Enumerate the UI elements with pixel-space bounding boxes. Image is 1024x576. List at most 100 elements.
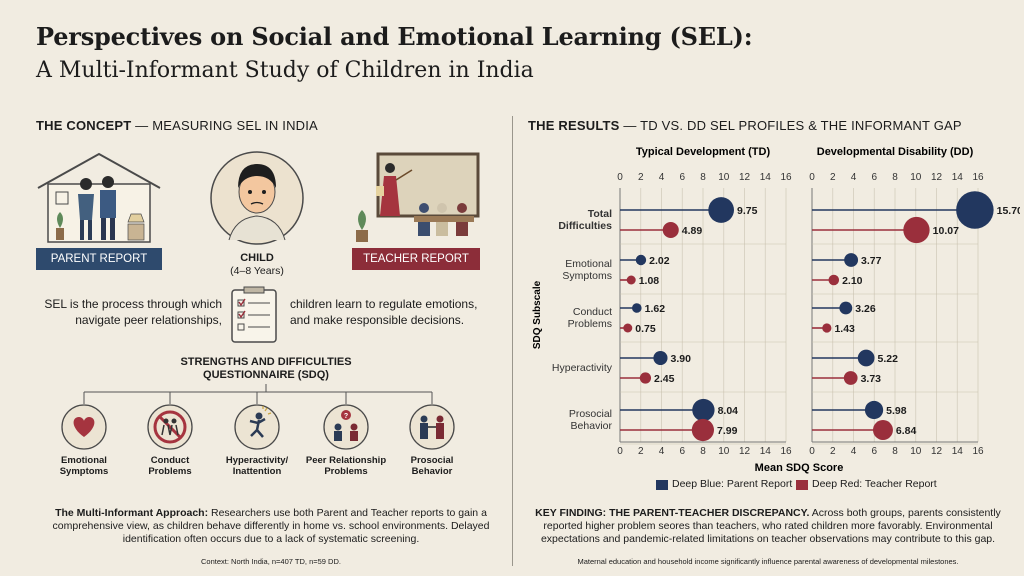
x-tick-label-top: 12 (931, 172, 943, 183)
x-tick-label-top: 6 (679, 172, 685, 183)
multi-informant-approach: The Multi-Informant Approach: Researcher… (52, 507, 490, 545)
data-label: 10.07 (933, 225, 959, 237)
x-tick-label-bottom: 4 (851, 446, 857, 457)
data-label: 9.75 (737, 205, 758, 217)
lollipop-point (708, 197, 735, 223)
sdq-connector-lines (83, 384, 433, 404)
x-tick-label-bottom: 10 (718, 446, 730, 457)
x-tick-label-bottom: 0 (617, 446, 623, 457)
peers-question-icon: ? (323, 404, 369, 450)
category-label: Total (588, 208, 612, 220)
x-tick-label-bottom: 4 (659, 446, 665, 457)
x-tick-label-bottom: 8 (892, 446, 898, 457)
x-tick-label-top: 2 (638, 172, 644, 183)
x-tick-label-top: 14 (760, 172, 772, 183)
teacher-report-label: TEACHER REPORT (352, 248, 480, 270)
lollipop-point (872, 420, 893, 440)
data-label: 1.43 (834, 323, 855, 335)
lollipop-point (632, 303, 642, 313)
lollipop-point (639, 372, 652, 384)
data-label: 5.22 (878, 353, 899, 365)
subscale-prosocial-label: Prosocial Behavior (410, 455, 454, 477)
results-footnote: Maternal education and household income … (577, 557, 959, 566)
lollipop-point (822, 323, 832, 333)
data-label: 1.62 (645, 303, 666, 315)
x-tick-label-top: 4 (659, 172, 665, 183)
concept-heading: THE CONCEPT — MEASURING SEL IN INDIA (36, 118, 318, 133)
lollipop-point (653, 350, 668, 366)
lollipop-point (692, 398, 715, 422)
page-title: Perspectives on Social and Emotional Lea… (36, 22, 753, 51)
data-label: 2.10 (842, 275, 863, 287)
data-label: 8.04 (718, 405, 739, 417)
x-tick-label-bottom: 16 (780, 446, 792, 457)
data-label: 3.73 (861, 373, 882, 385)
x-tick-label-top: 12 (739, 172, 751, 183)
child-label: CHILD (240, 252, 274, 264)
x-axis-title: Mean SDQ Score (755, 462, 844, 474)
classroom-teacher-icon (356, 152, 480, 242)
x-tick-label-top: 14 (952, 172, 964, 183)
data-label: 4.89 (682, 225, 703, 237)
x-tick-label-top: 8 (892, 172, 898, 183)
category-label: Emotional (565, 258, 612, 270)
page-subtitle: A Multi-Informant Study of Children in I… (36, 58, 534, 83)
x-tick-label-bottom: 16 (972, 446, 984, 457)
home-parents-icon (37, 152, 161, 243)
parent-report-label: PARENT REPORT (36, 248, 162, 270)
lollipop-point (903, 216, 930, 244)
data-label: 1.08 (639, 275, 660, 287)
lollipop-point (844, 253, 859, 267)
results-heading: THE RESULTS — TD VS. DD SEL PROFILES & T… (528, 118, 962, 133)
subscale-conduct-label: Conduct Problems (148, 455, 192, 477)
y-axis-title: SDQ Subscale (532, 280, 543, 349)
data-label: 7.99 (717, 425, 738, 437)
data-label: 2.45 (654, 373, 675, 385)
x-tick-label-bottom: 2 (638, 446, 644, 457)
lollipop-point (828, 274, 840, 286)
x-tick-label-bottom: 6 (679, 446, 685, 457)
lollipop-point (864, 400, 884, 420)
questionnaire-clipboard-icon (231, 286, 277, 343)
legend-teacher-label: Deep Red: Teacher Report (812, 478, 937, 490)
x-tick-label-top: 2 (830, 172, 836, 183)
panel-title: Typical Development (TD) (636, 146, 771, 158)
lollipop-point (843, 371, 858, 385)
category-label: Behavior (571, 420, 613, 432)
x-tick-label-bottom: 6 (871, 446, 877, 457)
x-tick-label-top: 10 (910, 172, 922, 183)
category-label: Problems (568, 318, 612, 330)
x-tick-label-bottom: 12 (931, 446, 943, 457)
prohibited-conflict-icon (147, 404, 193, 450)
data-label: 3.77 (861, 255, 882, 267)
helping-hands-icon (409, 404, 455, 450)
data-label: 2.02 (649, 255, 670, 267)
x-tick-label-top: 0 (617, 172, 623, 183)
x-tick-label-bottom: 14 (760, 446, 772, 457)
data-label: 3.26 (855, 303, 876, 315)
data-label: 0.75 (635, 323, 656, 335)
category-label: Difficulties (558, 220, 612, 232)
data-label: 3.90 (671, 353, 692, 365)
x-tick-label-top: 6 (871, 172, 877, 183)
sel-definition-left: SEL is the process through which navigat… (44, 297, 222, 327)
sel-definition-right: children learn to regulate emotions, and… (290, 297, 478, 327)
child-icon (210, 151, 304, 245)
x-tick-label-bottom: 10 (910, 446, 922, 457)
panel-title: Developmental Disability (DD) (817, 146, 974, 158)
x-tick-label-bottom: 2 (830, 446, 836, 457)
x-tick-label-top: 16 (972, 172, 984, 183)
data-label: 15.70 (997, 205, 1020, 217)
subscale-peer-label: Peer Relationship Problems (305, 455, 387, 477)
key-finding: KEY FINDING: THE PARENT-TEACHER DISCREPA… (535, 507, 1001, 545)
subscale-emotional-label: Emotional Symptoms (59, 455, 109, 477)
lollipop-point (691, 418, 715, 442)
x-tick-label-top: 10 (718, 172, 730, 183)
sdq-title: STRENGTHS AND DIFFICULTIES QUESTIONNAIRE… (180, 356, 352, 381)
subscale-hyperactivity-label: Hyperactivity/ Inattention (225, 455, 289, 477)
context-note: Context: North India, n=407 TD, n=59 DD. (201, 557, 341, 566)
x-tick-label-bottom: 0 (809, 446, 815, 457)
category-label: Hyperactivity (552, 362, 613, 374)
legend-parent-label: Deep Blue: Parent Report (672, 478, 793, 490)
